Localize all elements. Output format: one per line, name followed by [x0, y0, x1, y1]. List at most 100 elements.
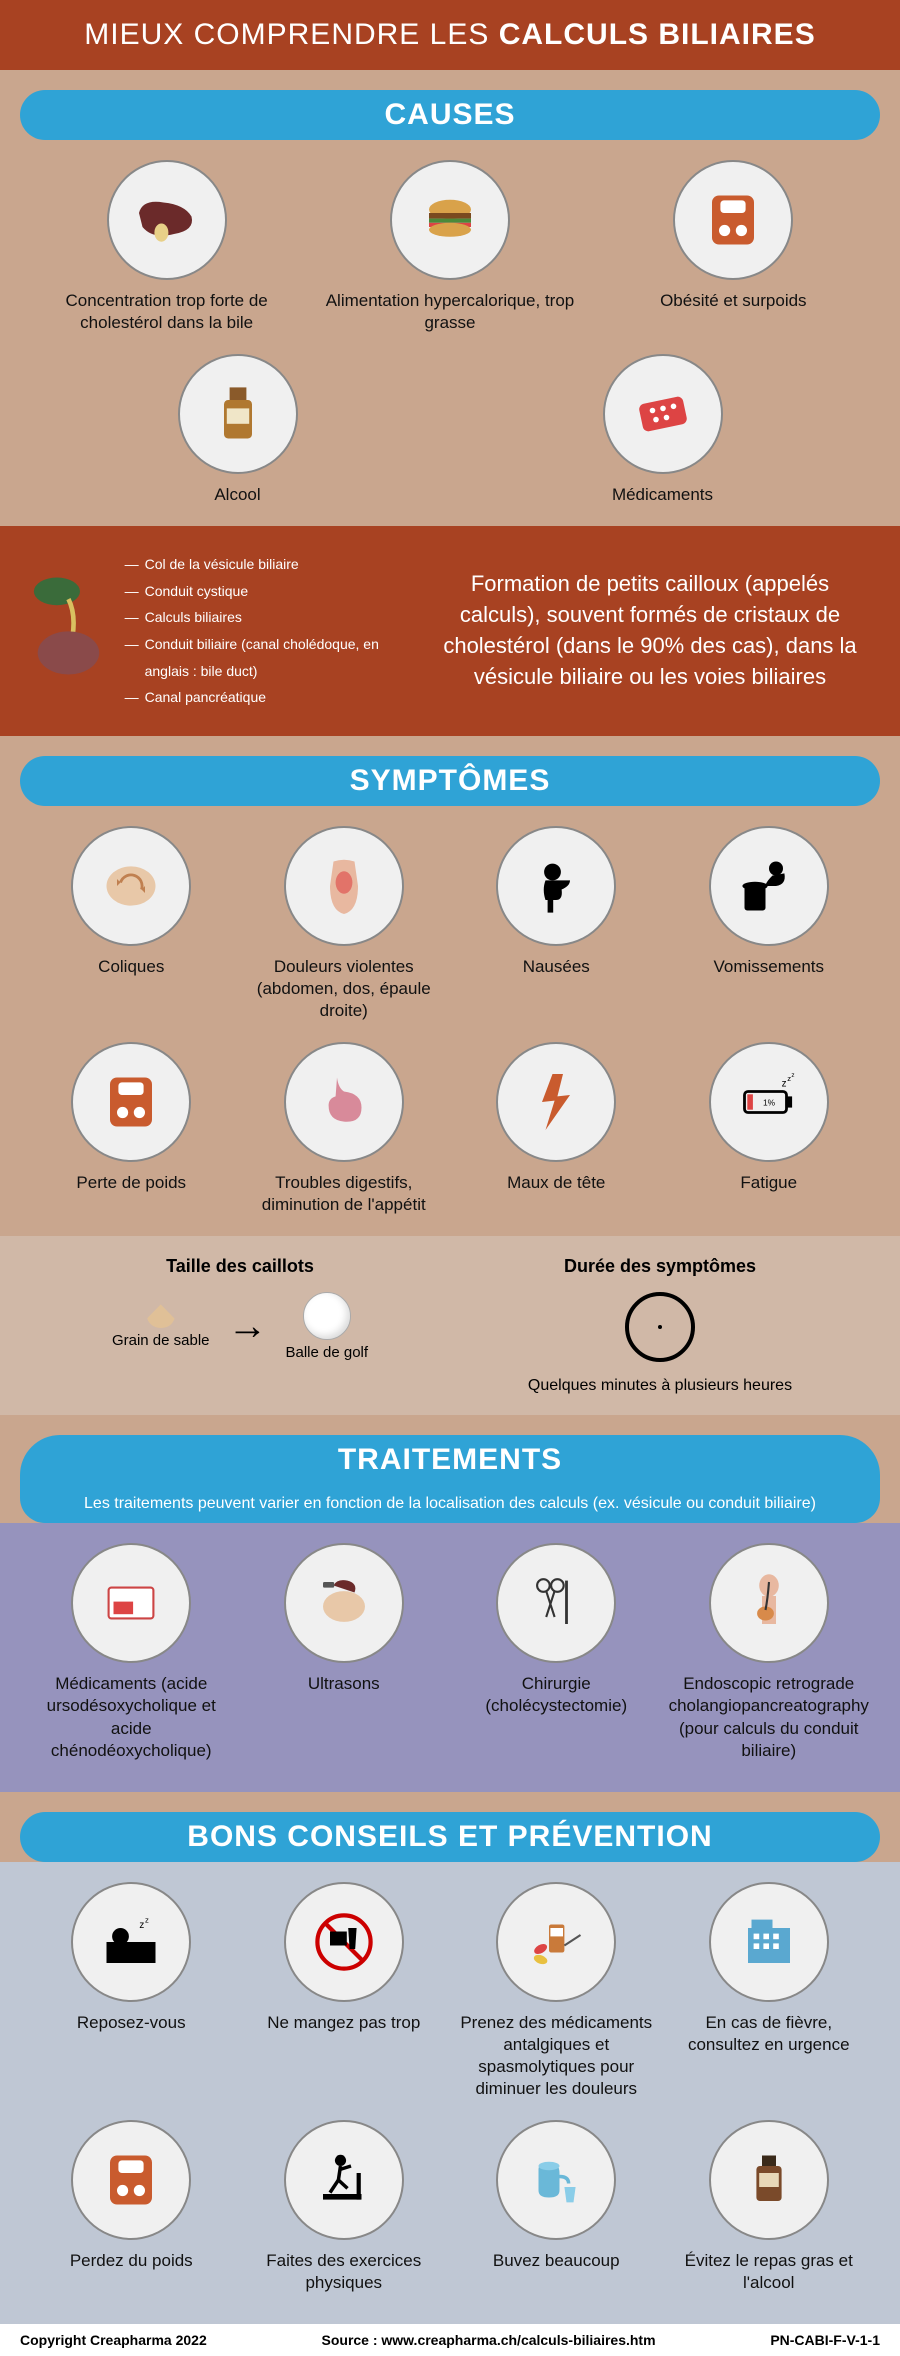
- ultrasound-icon: [284, 1543, 404, 1663]
- duration-info: Durée des symptômes Quelques minutes à p…: [450, 1256, 870, 1395]
- symptom-label: Fatigue: [740, 1172, 797, 1194]
- size-info: Taille des caillots Grain de sable → Bal…: [30, 1256, 450, 1361]
- surgery-icon: [496, 1543, 616, 1663]
- symptoms-grid: Coliques Douleurs violentes (abdomen, do…: [0, 806, 900, 1236]
- nausea-icon: [496, 826, 616, 946]
- pain-icon: [284, 826, 404, 946]
- prevention-item: En cas de fièvre, consultez en urgence: [671, 1882, 866, 2100]
- anatomy-label: Conduit cystique: [125, 578, 410, 605]
- alcohol-icon: [178, 354, 298, 474]
- symptom-item: Troubles digestifs, diminution de l'appé…: [246, 1042, 441, 1216]
- treatments-subtitle: Les traitements peuvent varier en foncti…: [20, 1485, 880, 1523]
- anatomy-label: Canal pancréatique: [125, 684, 410, 711]
- title-bold: CALCULS BILIAIRES: [499, 18, 816, 51]
- loseweight-icon: [71, 2120, 191, 2240]
- cause-label: Obésité et surpoids: [660, 290, 806, 312]
- ercp-icon: [709, 1543, 829, 1663]
- prevention-label: Faites des exercices physiques: [246, 2250, 441, 2294]
- svg-text:z: z: [787, 1074, 791, 1083]
- clock-icon: [625, 1292, 695, 1362]
- exercise-icon: [284, 2120, 404, 2240]
- page-title-bar: MIEUX COMPRENDRE LES CALCULS BILIAIRES: [0, 0, 900, 70]
- symptom-item: Maux de tête: [459, 1042, 654, 1216]
- infographic-page: MIEUX COMPRENDRE LES CALCULS BILIAIRES C…: [0, 0, 900, 2356]
- prevention-item: Perdez du poids: [34, 2120, 229, 2294]
- prevention-label: Ne mangez pas trop: [267, 2012, 420, 2034]
- pills-icon: [603, 354, 723, 474]
- symptom-item: Vomissements: [671, 826, 866, 1022]
- symptom-label: Nausées: [523, 956, 590, 978]
- svg-text:z: z: [140, 1920, 145, 1931]
- footer-code: PN-CABI-F-V-1-1: [770, 2332, 880, 2348]
- footer-copyright: Copyright Creapharma 2022: [20, 2332, 207, 2348]
- section-header-causes: CAUSES: [20, 90, 880, 140]
- prevention-item: Prenez des médicaments antalgiques et sp…: [459, 1882, 654, 2100]
- anatomy-diagram: Col de la vésicule biliaire Conduit cyst…: [30, 551, 410, 711]
- symptom-item: Nausées: [459, 826, 654, 1022]
- info-row: Taille des caillots Grain de sable → Bal…: [0, 1236, 900, 1415]
- symptom-label: Maux de tête: [507, 1172, 605, 1194]
- symptom-item: 1%zzz Fatigue: [671, 1042, 866, 1216]
- colic-icon: [71, 826, 191, 946]
- cause-label: Médicaments: [612, 484, 713, 506]
- cause-item: Obésité et surpoids: [603, 160, 863, 334]
- cause-item: Médicaments: [533, 354, 793, 506]
- prevention-item: Buvez beaucoup: [459, 2120, 654, 2294]
- prevention-label: Buvez beaucoup: [493, 2250, 620, 2272]
- duration-text: Quelques minutes à plusieurs heures: [450, 1377, 870, 1395]
- svg-text:z: z: [791, 1072, 794, 1079]
- burger-icon: [390, 160, 510, 280]
- treatments-panel: Médicaments (acide ursodésoxycholique et…: [0, 1523, 900, 1791]
- prevention-item: Ne mangez pas trop: [246, 1882, 441, 2100]
- size-from: Grain de sable: [112, 1332, 210, 1349]
- anatomy-label: Col de la vésicule biliaire: [125, 551, 410, 578]
- footer-source: Source : www.creapharma.ch/calculs-bilia…: [322, 2332, 656, 2348]
- cause-item: Alimentation hypercalorique, trop grasse: [320, 160, 580, 334]
- prevention-label: Reposez-vous: [77, 2012, 186, 2034]
- symptom-item: Perte de poids: [34, 1042, 229, 1216]
- cause-label: Alimentation hypercalorique, trop grasse: [320, 290, 580, 334]
- treatment-label: Endoscopic retrograde cholangiopancreato…: [669, 1673, 869, 1761]
- anatomy-labels: Col de la vésicule biliaire Conduit cyst…: [125, 551, 410, 711]
- size-title: Taille des caillots: [30, 1256, 450, 1277]
- painkillers-icon: [496, 1882, 616, 2002]
- cause-item: Alcool: [108, 354, 368, 506]
- causes-grid: Concentration trop forte de cholestérol …: [0, 140, 900, 526]
- weightloss-icon: [71, 1042, 191, 1162]
- fatigue-icon: 1%zzz: [709, 1042, 829, 1162]
- liver-icon: [107, 160, 227, 280]
- treatment-item: Endoscopic retrograde cholangiopancreato…: [671, 1543, 866, 1761]
- cause-label: Alcool: [214, 484, 260, 506]
- prevention-item: Évitez le repas gras et l'alcool: [671, 2120, 866, 2294]
- treatment-label: Chirurgie (cholécystectomie): [459, 1673, 654, 1717]
- symptom-item: Coliques: [34, 826, 229, 1022]
- symptom-label: Perte de poids: [76, 1172, 186, 1194]
- treatment-label: Médicaments (acide ursodésoxycholique et…: [34, 1673, 229, 1761]
- rest-icon: zz: [71, 1882, 191, 2002]
- symptom-label: Vomissements: [713, 956, 824, 978]
- symptom-label: Douleurs violentes (abdomen, dos, épaule…: [246, 956, 441, 1022]
- section-header-prevention: BONS CONSEILS ET PRÉVENTION: [20, 1812, 880, 1862]
- prevention-label: En cas de fièvre, consultez en urgence: [671, 2012, 866, 2056]
- nofat-icon: [709, 2120, 829, 2240]
- cause-item: Concentration trop forte de cholestérol …: [37, 160, 297, 334]
- prevention-label: Perdez du poids: [70, 2250, 193, 2272]
- sand-icon: [147, 1304, 175, 1328]
- size-to: Balle de golf: [286, 1344, 369, 1361]
- prevention-panel: zz Reposez-vous Ne mangez pas trop Prene…: [0, 1862, 900, 2325]
- title-light: MIEUX COMPRENDRE LES: [84, 18, 498, 51]
- section-header-treatments: TRAITEMENTS: [20, 1435, 880, 1485]
- prevention-grid: zz Reposez-vous Ne mangez pas trop Prene…: [0, 1862, 900, 2315]
- meds-icon: [71, 1543, 191, 1663]
- anatomy-text: Formation de petits cailloux (appelés ca…: [430, 569, 870, 692]
- svg-text:z: z: [781, 1079, 786, 1090]
- noeat-icon: [284, 1882, 404, 2002]
- svg-text:z: z: [145, 1915, 149, 1924]
- treatments-grid: Médicaments (acide ursodésoxycholique et…: [0, 1523, 900, 1781]
- headache-icon: [496, 1042, 616, 1162]
- scale-icon: [673, 160, 793, 280]
- anatomy-panel: Col de la vésicule biliaire Conduit cyst…: [0, 526, 900, 736]
- golf-icon: [303, 1292, 351, 1340]
- footer: Copyright Creapharma 2022 Source : www.c…: [0, 2324, 900, 2356]
- treatment-item: Médicaments (acide ursodésoxycholique et…: [34, 1543, 229, 1761]
